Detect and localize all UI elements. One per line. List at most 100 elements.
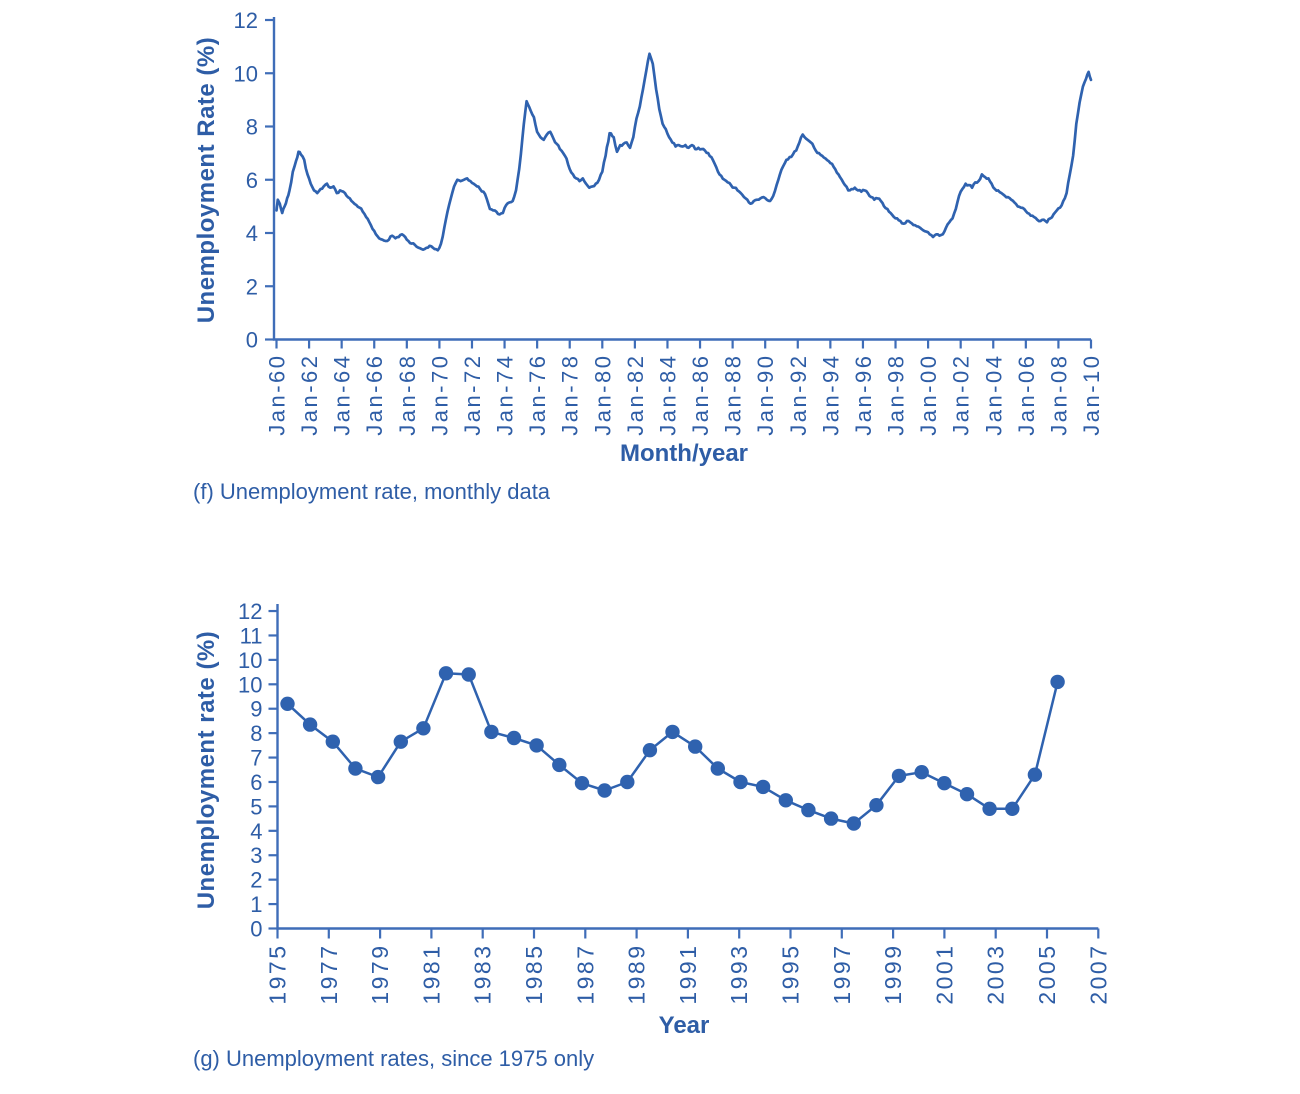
- x-tick-label: 1993: [726, 944, 752, 1005]
- x-tick-label: Jan-92: [786, 354, 811, 436]
- chart-g-markers: [280, 666, 1065, 831]
- y-tick-label: 1: [250, 892, 262, 917]
- data-point-marker: [959, 787, 975, 802]
- x-tick-label: 2005: [1034, 944, 1060, 1005]
- x-tick-label: Jan-02: [949, 353, 974, 435]
- data-point-marker: [823, 811, 839, 826]
- data-point-marker: [710, 761, 725, 776]
- data-point-marker: [416, 721, 431, 736]
- x-tick-label: Jan-88: [721, 354, 746, 436]
- y-tick-label: 2: [250, 868, 262, 893]
- x-tick-label: Jan-68: [395, 354, 420, 436]
- data-point-marker: [733, 774, 748, 790]
- y-tick-label: 0: [250, 917, 262, 942]
- x-tick-label: Jan-70: [427, 354, 452, 436]
- data-point-marker: [1027, 767, 1043, 782]
- data-point-marker: [846, 816, 861, 831]
- chart-f-axes: [272, 17, 1091, 341]
- data-point-marker: [597, 783, 612, 798]
- data-point-marker: [801, 802, 816, 818]
- chart-f-series-line: [275, 52, 1093, 252]
- y-tick-label: 6: [250, 770, 262, 795]
- data-point-marker: [438, 666, 454, 681]
- y-tick-label: 8: [250, 721, 262, 746]
- x-tick-label: 1987: [572, 944, 598, 1005]
- data-point-marker: [1050, 674, 1065, 690]
- chart-f-axis-lines: [272, 17, 1091, 341]
- chart-f-y-ticks: 0 2 4 6 8 10 12: [234, 8, 274, 353]
- y-tick-label: 12: [234, 8, 258, 33]
- x-tick-label: 1977: [316, 944, 342, 1005]
- data-point-marker: [484, 724, 499, 740]
- data-point-marker: [529, 738, 544, 753]
- x-tick-label: 2001: [931, 944, 957, 1005]
- data-point-marker: [325, 734, 340, 749]
- x-tick-label: Jan-08: [1046, 354, 1071, 436]
- y-tick-label: 5: [250, 794, 262, 819]
- x-tick-label: Jan-82: [623, 354, 648, 436]
- chart-g-axes: [276, 604, 1099, 930]
- y-tick-label: 12: [238, 599, 262, 624]
- chart-g-x-ticks: 1975 1977 1979 1981 1983 1985 1987 1989 1991 1993…: [265, 928, 1111, 1005]
- chart-g-axis-lines: [276, 604, 1099, 930]
- y-tick-label: 6: [246, 168, 258, 193]
- chart-g-caption: (g) Unemployment rates, since 1975 only: [193, 1046, 595, 1071]
- x-tick-label: Jan-86: [688, 354, 713, 436]
- x-tick-label: Jan-00: [916, 354, 941, 436]
- x-tick-label: Jan-62: [297, 354, 322, 436]
- chart-g-y-axis-title: Unemployment rate (%): [193, 630, 220, 910]
- data-point-marker: [506, 730, 522, 746]
- x-tick-label: Jan-80: [590, 354, 615, 436]
- data-point-marker: [552, 757, 567, 773]
- data-point-marker: [982, 801, 997, 816]
- x-tick-label: Jan-90: [753, 354, 778, 436]
- x-tick-label: Jan-06: [1014, 354, 1039, 436]
- x-tick-label: Jan-78: [558, 354, 583, 436]
- x-tick-label: 1975: [265, 944, 291, 1005]
- data-point-marker: [891, 768, 907, 784]
- x-tick-label: Jan-98: [884, 354, 909, 436]
- x-tick-label: 1989: [624, 944, 650, 1005]
- x-tick-label: 2003: [983, 943, 1009, 1004]
- x-tick-label: Jan-64: [330, 354, 355, 436]
- data-point-marker: [393, 734, 408, 749]
- chart-f-caption: (f) Unemployment rate, monthly data: [193, 479, 551, 504]
- y-tick-label: 9: [250, 697, 262, 722]
- data-point-marker: [620, 774, 635, 790]
- data-point-marker: [370, 769, 386, 785]
- chart-g-x-axis-title: Year: [658, 1012, 710, 1039]
- data-point-marker: [461, 667, 476, 682]
- data-point-marker: [778, 793, 793, 808]
- x-tick-label: 1997: [829, 944, 855, 1005]
- x-tick-label: Jan-74: [493, 354, 518, 436]
- data-point-marker: [688, 739, 703, 754]
- x-tick-label: 1983: [470, 944, 496, 1005]
- data-point-marker: [348, 761, 363, 776]
- data-point-marker: [302, 717, 318, 732]
- y-tick-label: 7: [250, 746, 262, 771]
- data-point-marker: [1005, 801, 1020, 816]
- x-tick-label: 1985: [521, 944, 547, 1005]
- y-tick-label: 10: [238, 672, 262, 697]
- x-tick-label: Jan-84: [655, 354, 680, 436]
- data-point-marker: [642, 743, 658, 758]
- x-tick-label: 1981: [418, 944, 444, 1005]
- y-tick-label: 10: [234, 61, 258, 86]
- x-tick-label: Jan-66: [362, 354, 387, 436]
- x-tick-label: Jan-72: [460, 353, 485, 435]
- chart-f-y-axis-title: Unemployment Rate (%): [193, 36, 220, 324]
- y-tick-label: 0: [246, 328, 258, 353]
- x-tick-label: Jan-10: [1079, 354, 1104, 436]
- data-point-marker: [280, 696, 295, 711]
- x-tick-label: Jan-96: [851, 354, 876, 436]
- chart-f-x-axis-title: Month/year: [619, 440, 749, 467]
- y-tick-label: 3: [250, 843, 262, 868]
- y-tick-label: 4: [246, 221, 258, 246]
- data-point-marker: [665, 724, 680, 740]
- data-point-marker: [914, 765, 929, 780]
- x-tick-label: 1979: [367, 944, 393, 1005]
- y-tick-label: 8: [246, 115, 258, 140]
